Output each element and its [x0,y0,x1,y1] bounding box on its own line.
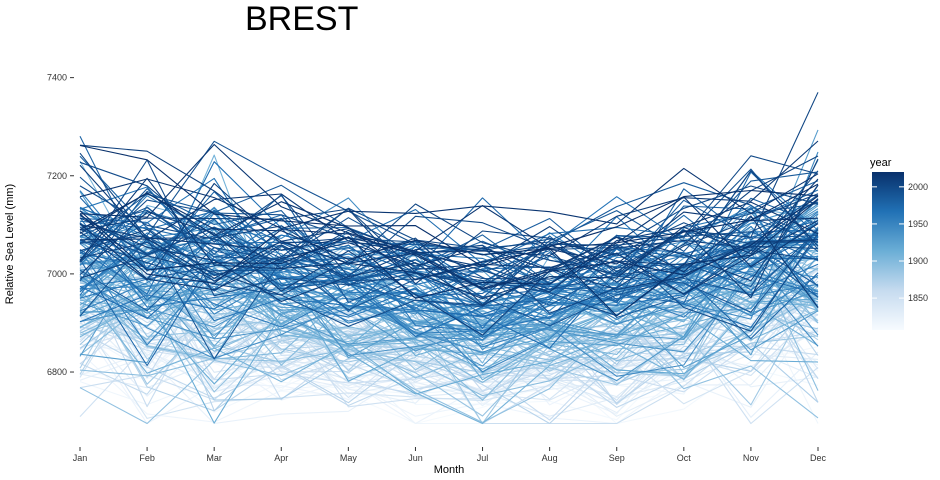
x-tick-label: Oct [677,453,692,463]
series-lines [79,92,819,425]
y-axis: 6800 7000 7200 7400 [47,73,74,377]
series-line-1931 [79,210,819,341]
x-axis-title: Month [434,464,465,476]
series-line-2016 [79,167,819,229]
legend-tick-label: 1900 [908,256,928,266]
series-line-1917 [79,252,819,382]
series-line-2009 [79,178,819,293]
series-line-2018 [79,195,819,290]
x-tick-label: Jun [408,453,423,463]
series-line-1855 [79,310,819,393]
x-tick-label: Mar [206,453,222,463]
legend-colorbar [872,172,904,330]
series-line-2003 [79,170,819,285]
chart-title: BREST [245,0,358,38]
legend-tick-label: 1850 [908,293,928,303]
series-line-1863 [79,282,819,408]
x-tick-label: Jan [73,453,88,463]
x-tick-label: Aug [542,453,558,463]
series-line-1992 [79,168,819,285]
legend-tick-label: 2000 [908,182,928,192]
series-line-2007 [79,144,819,299]
x-tick-label: Dec [810,453,827,463]
series-line-2013 [79,201,819,300]
series-line-2006 [79,184,819,336]
series-line-1994 [79,199,819,270]
series-line-2017 [79,192,819,317]
x-tick-label: Sep [609,453,625,463]
x-tick-label: Feb [139,453,155,463]
series-line-1859 [79,278,819,405]
legend-title: year [870,157,892,169]
series-line-1996 [79,170,819,263]
y-tick-label: 7200 [47,171,67,181]
series-line-1990 [79,176,819,286]
series-line-1958 [79,211,819,306]
y-tick-label: 7400 [47,73,67,83]
series-line-1935 [79,226,819,367]
color-legend: year 1850 1900 1950 2000 [870,157,928,330]
series-line-1986 [79,171,819,299]
x-tick-label: Apr [274,453,288,463]
y-tick-label: 7000 [47,269,67,279]
x-tick-label: May [340,453,358,463]
series-line-2011 [79,140,819,257]
y-axis-title: Relative Sea Level (mm) [4,184,16,304]
series-line-1904 [79,220,819,332]
series-line-1887 [79,265,819,417]
series-line-1995 [79,232,819,332]
series-line-2015 [79,143,819,268]
x-tick-label: Jul [477,453,489,463]
legend-tick-label: 1950 [908,219,928,229]
series-line-1929 [79,259,819,351]
series-line-2014 [79,192,819,281]
legend-ticks: 1850 1900 1950 2000 [872,182,928,303]
series-line-1954 [79,190,819,319]
x-tick-label: Nov [743,453,760,463]
series-line-1883 [79,282,819,425]
series-line-2019 [79,183,819,299]
series-line-1977 [79,212,819,300]
series-line-1975 [79,209,819,302]
series-line-2008 [79,217,819,307]
series-line-1915 [79,275,819,395]
series-line-1868 [79,239,819,425]
series-line-1973 [79,197,819,301]
x-axis: Jan Feb Mar Apr May Jun Jul Aug Sep Oct Nov Dec [73,447,827,463]
series-line-2020 [79,144,819,268]
series-line-2010 [79,220,819,295]
series-line-1943 [79,265,819,377]
series-line-1894 [79,244,819,397]
y-tick-label: 6800 [47,367,67,377]
series-line-1874 [79,288,819,403]
